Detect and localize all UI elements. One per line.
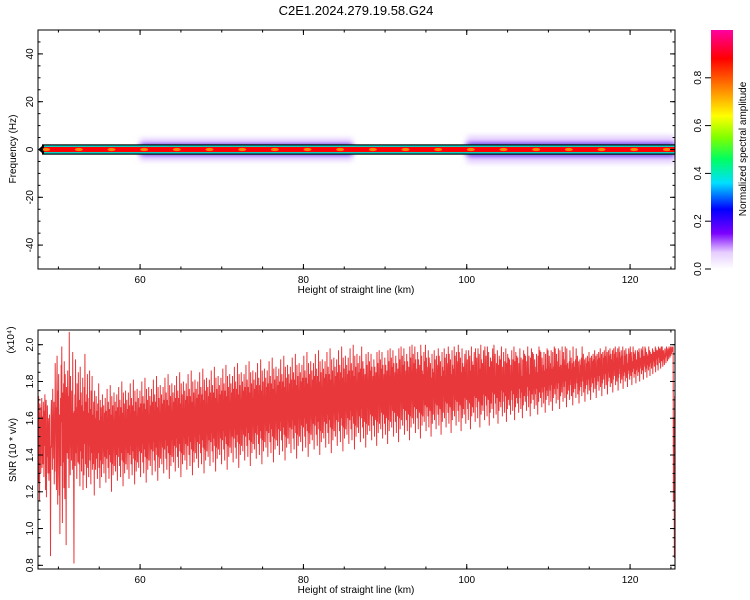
band-texture-dot (499, 147, 508, 152)
snr-xtick-label: 60 (135, 575, 147, 586)
figure-title: C2E1.2024.279.19.58.G24 (279, 3, 434, 18)
band-texture-dot (368, 147, 377, 152)
spectrogram-ytick-label: 20 (25, 96, 36, 108)
band-texture-dot (532, 147, 541, 152)
colorbar-label: Normalized spectral amplitude (738, 81, 749, 216)
band-texture-dot (107, 147, 116, 152)
band-texture-dot (434, 147, 443, 152)
spectrogram-ytick-label: 0 (25, 146, 36, 152)
colorbar-tick-label: 0.4 (693, 166, 704, 180)
colorbar-tick-label: 0.2 (693, 214, 704, 228)
spectrogram-xtick-label: 120 (622, 275, 639, 286)
band-texture-dot (270, 147, 279, 152)
snr-scale-note: (x10⁴) (6, 326, 17, 353)
band-core (44, 146, 675, 153)
colorbar-gradient (711, 30, 733, 269)
snr-xtick-label: 120 (622, 575, 639, 586)
snr-ytick-label: 0.8 (25, 558, 36, 572)
snr-xtick-label: 100 (458, 575, 475, 586)
band-texture-dot (597, 147, 606, 152)
snr-ylabel: SNR (10 * v/v) (8, 418, 19, 482)
spectrogram-xtick-label: 60 (135, 275, 147, 286)
colorbar-tick-label: 0.8 (693, 70, 704, 84)
colorbar-tick-label: 0.0 (693, 262, 704, 276)
band-texture-dot (74, 147, 83, 152)
spectrogram-ylabel: Frequency (Hz) (8, 115, 19, 184)
snr-ytick-label: 2.0 (25, 337, 36, 351)
snr-ytick-label: 1.8 (25, 374, 36, 388)
spectrogram-xlabel: Height of straight line (km) (298, 285, 415, 296)
band-texture-dot (303, 147, 312, 152)
spectrogram-xtick-label: 100 (458, 275, 475, 286)
band-texture-dot (466, 147, 475, 152)
snr-ytick-label: 1.4 (25, 448, 36, 462)
spectrogram-xtick-label: 80 (298, 275, 310, 286)
snr-xlabel: Height of straight line (km) (298, 585, 415, 596)
band-texture-dot (140, 147, 149, 152)
colorbar-tick-label: 0.6 (693, 118, 704, 132)
spectrogram-ytick-label: -20 (25, 190, 36, 205)
band-texture-dot (564, 147, 573, 152)
band-texture-dot (336, 147, 345, 152)
spectrogram-ytick-label: 40 (25, 48, 36, 60)
snr-ytick-label: 1.2 (25, 484, 36, 498)
snr-series-line (38, 331, 675, 568)
band-texture-dot (205, 147, 214, 152)
snr-frame (37, 329, 676, 570)
colorbar: 0.0 0.2 0.4 0.6 0.8 Normalized spectral ampl… (693, 30, 749, 276)
spectrogram-ytick-label: -40 (25, 237, 36, 252)
band-texture-dot (172, 147, 181, 152)
band-texture-dot (238, 147, 247, 152)
snr-xtick-label: 80 (298, 575, 310, 586)
snr-ytick-label: 1.0 (25, 521, 36, 535)
spectrogram-panel: 60 80 100 120 -40 -20 0 20 40 Height of straight… (8, 29, 676, 296)
band-texture-dot (662, 147, 671, 152)
snr-ytick-label: 1.6 (25, 411, 36, 425)
band-texture-dot (42, 147, 51, 152)
band-texture-dot (630, 147, 639, 152)
band-texture-dot (401, 147, 410, 152)
snr-panel: 60 80 100 120 0.8 1.0 1.2 1.4 1.6 1.8 2.0 (x10⁴) H… (6, 326, 676, 596)
